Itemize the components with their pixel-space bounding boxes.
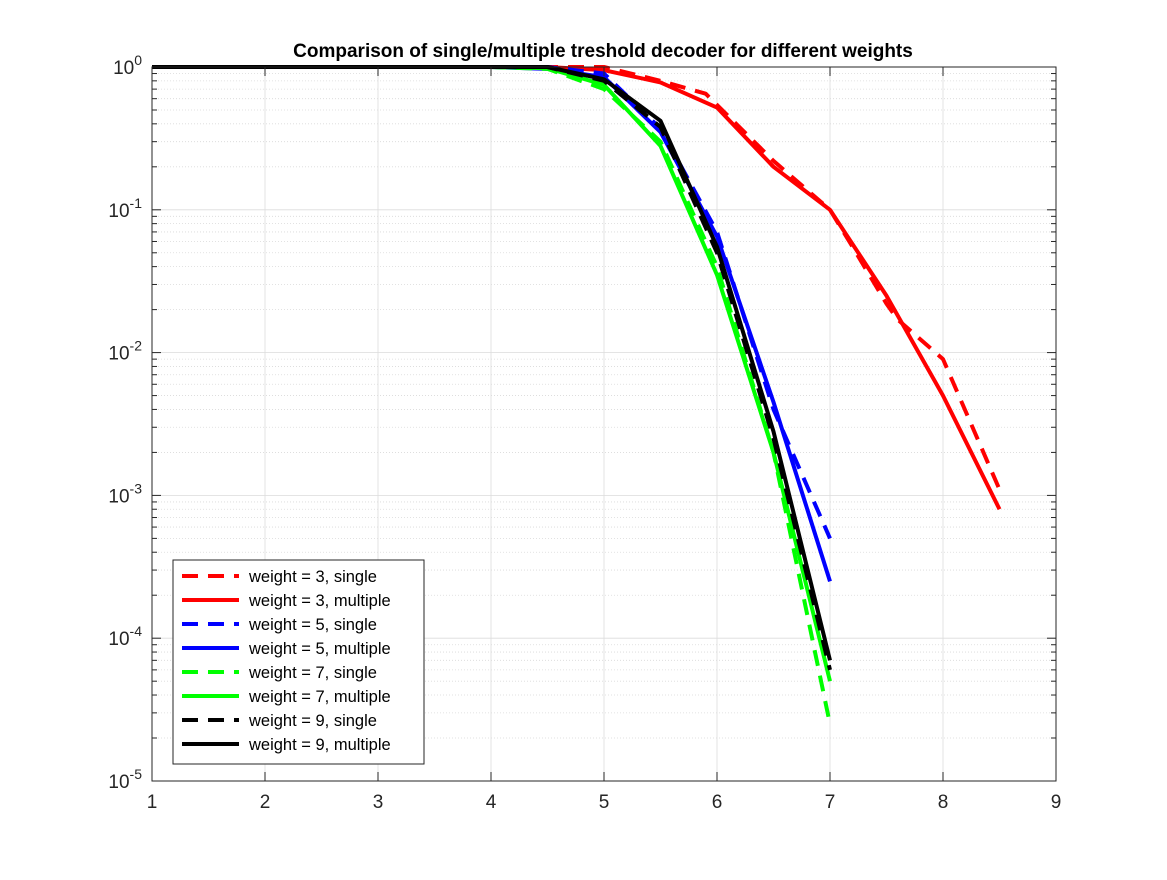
x-tick-label: 7 <box>825 792 836 813</box>
legend-label-1: weight = 3, single <box>248 568 377 586</box>
x-tick-label: 2 <box>260 792 271 813</box>
x-tick-label: 3 <box>373 792 384 813</box>
y-tick-label: 100 <box>113 52 142 79</box>
legend-label-5: weight = 7, single <box>248 664 377 682</box>
y-tick-label: 10-1 <box>108 195 142 222</box>
legend-box <box>172 559 425 765</box>
x-tick-label: 6 <box>712 792 723 813</box>
x-tick-label: 1 <box>147 792 158 813</box>
legend-label-7: weight = 9, single <box>248 712 377 730</box>
x-tick-label: 9 <box>1051 792 1062 813</box>
x-tick-label: 4 <box>486 792 497 813</box>
legend-label-4: weight = 5, multiple <box>248 640 391 658</box>
y-tick-label: 10-5 <box>108 766 142 793</box>
legend-label-6: weight = 7, multiple <box>248 688 391 706</box>
x-tick-label: 5 <box>599 792 610 813</box>
y-tick-label: 10-3 <box>108 480 142 507</box>
y-tick-label: 10-4 <box>108 623 142 650</box>
chart-title: Comparison of single/multiple treshold d… <box>293 41 913 62</box>
y-tick-label: 10-2 <box>108 338 142 365</box>
legend-label-8: weight = 9, multiple <box>248 736 391 754</box>
plot-area: 1 2 3 4 5 6 7 8 9 10-5 10-4 10-3 10-2 10-1 100 weight =… <box>108 52 1061 813</box>
legend-label-2: weight = 3, multiple <box>248 592 391 610</box>
legend-label-3: weight = 5, single <box>248 616 377 634</box>
x-tick-label: 8 <box>938 792 949 813</box>
